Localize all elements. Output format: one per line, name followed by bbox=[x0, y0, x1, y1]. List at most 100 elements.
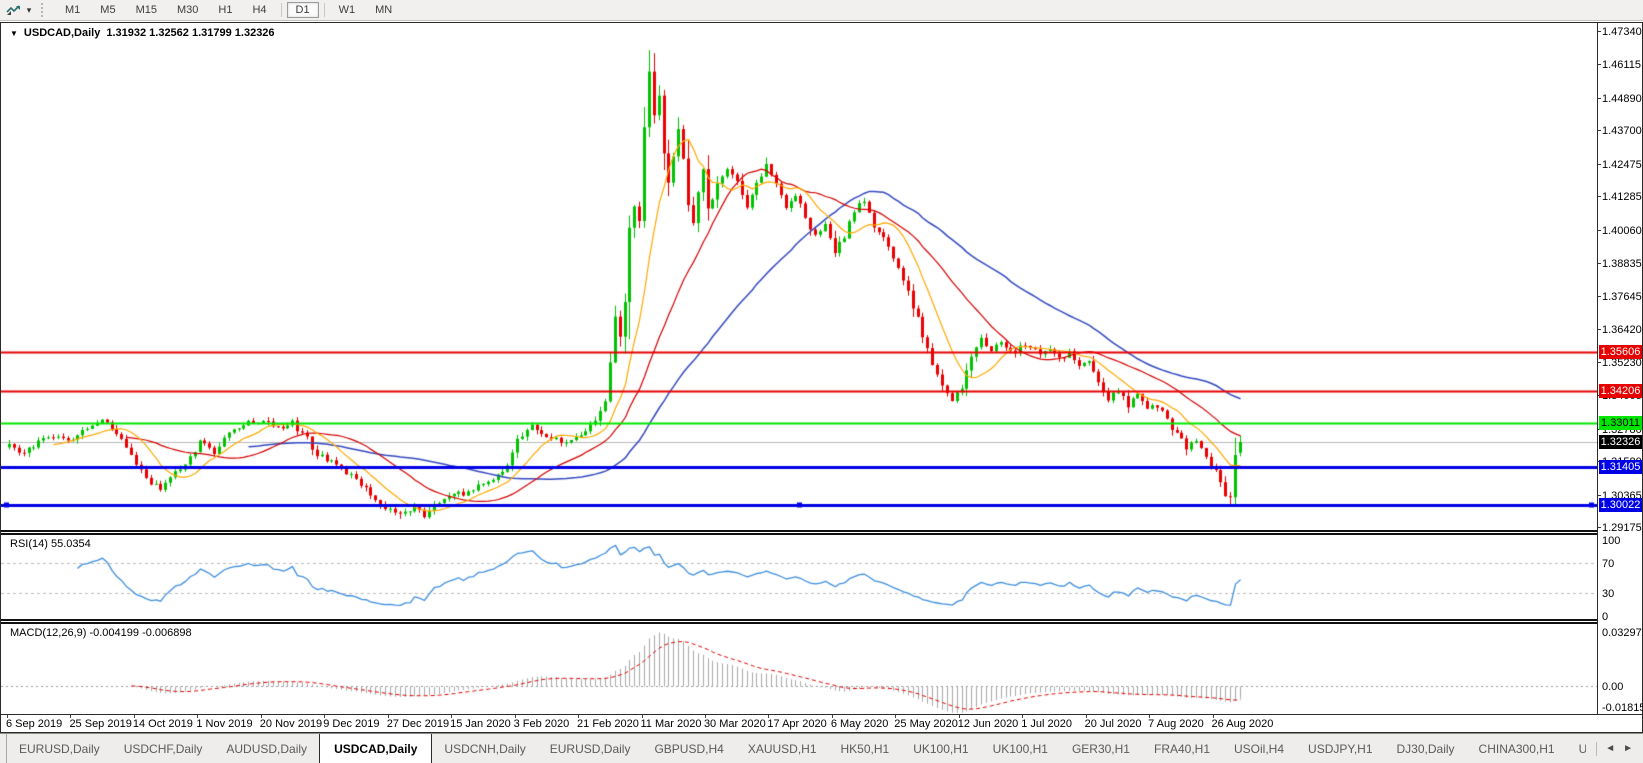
macd-axis-label: -0.018154 bbox=[1602, 702, 1643, 714]
time-label: 14 Oct 2019 bbox=[132, 718, 193, 730]
timeframe-separator bbox=[323, 3, 325, 17]
time-label: 3 Feb 2020 bbox=[513, 718, 570, 730]
time-tick bbox=[514, 715, 516, 718]
price-badge-1.31405: 1.31405 bbox=[1599, 460, 1642, 475]
time-tick bbox=[704, 715, 706, 718]
tab-audusd-daily[interactable]: AUDUSD,Daily bbox=[226, 741, 308, 756]
tab-xauusd-h1[interactable]: XAUUSD,H1 bbox=[747, 741, 817, 756]
price-tick-label: 1.36420 bbox=[1598, 324, 1642, 337]
price-tick-label: 1.43700 bbox=[1598, 125, 1642, 138]
time-tick bbox=[1085, 715, 1087, 718]
time-tick bbox=[768, 715, 770, 718]
rsi-pane: RSI(14) 55.0354 bbox=[1, 535, 1597, 619]
time-tick bbox=[451, 715, 453, 718]
price-badge-1.35606: 1.35606 bbox=[1599, 345, 1642, 360]
tab-dj30-daily[interactable]: DJ30,Daily bbox=[1396, 741, 1455, 756]
timeframe-m30-button[interactable]: M30 bbox=[176, 4, 199, 16]
price-tick-label: 1.41285 bbox=[1598, 191, 1642, 204]
price-chart-pane: ▼ USDCAD,Daily 1.31932 1.32562 1.31799 1… bbox=[1, 23, 1597, 530]
tab-gbpusd-h4[interactable]: GBPUSD,H4 bbox=[654, 741, 724, 756]
rsi-axis-label: 0 bbox=[1602, 611, 1609, 623]
macd-canvas[interactable] bbox=[1, 624, 1597, 714]
tab-ger30-h1[interactable]: GER30,H1 bbox=[1071, 741, 1130, 756]
toolbar-grip-handle[interactable] bbox=[41, 3, 47, 17]
price-badge-1.34206: 1.34206 bbox=[1599, 383, 1642, 398]
time-tick bbox=[133, 715, 135, 718]
time-tick bbox=[1022, 715, 1024, 718]
time-tick bbox=[895, 715, 897, 718]
timeframe-m15-button[interactable]: M15 bbox=[135, 4, 157, 16]
tab-scroll-right-icon[interactable]: ► bbox=[1623, 743, 1633, 754]
time-tick bbox=[197, 715, 199, 718]
tab-uk100-h1[interactable]: UK100,H1 bbox=[992, 741, 1048, 756]
tab-scroll-buttons: ◄ ► bbox=[1586, 734, 1643, 763]
chart-tab-bar: EURUSD,Daily USDCHF,Daily AUDUSD,Daily USDC… bbox=[0, 733, 1643, 763]
pane-splitter-rsi[interactable] bbox=[1, 530, 1642, 535]
price-tick-label: 1.35230 bbox=[1598, 356, 1642, 369]
time-tick bbox=[260, 715, 262, 718]
tab-separator bbox=[1596, 741, 1598, 756]
price-tick-label: 1.46115 bbox=[1598, 59, 1643, 71]
toolbar-dropdown-caret-icon[interactable]: ▾ bbox=[26, 4, 32, 15]
price-tick-label: 1.47340 bbox=[1598, 26, 1642, 38]
rsi-axis-label: 30 bbox=[1602, 588, 1615, 601]
time-tick bbox=[958, 715, 960, 718]
price-tick-label: 1.37645 bbox=[1598, 290, 1642, 303]
rsi-canvas[interactable] bbox=[1, 535, 1597, 619]
time-label: 30 Mar 2020 bbox=[703, 718, 766, 730]
price-tick-label: 1.42475 bbox=[1598, 158, 1642, 171]
tab-usdjpy-h1[interactable]: USDJPY,H1 bbox=[1308, 741, 1373, 756]
pane-splitter-macd[interactable] bbox=[1, 619, 1642, 624]
tab-usdcad-daily[interactable]: USDCAD,Daily bbox=[319, 734, 433, 763]
tab-usdchf-daily[interactable]: USDCHF,Daily bbox=[123, 741, 203, 756]
rsi-label: RSI(14) 55.0354 bbox=[10, 538, 91, 550]
tab-usdcnh-daily[interactable]: USDCNH,Daily bbox=[444, 741, 526, 756]
time-tick bbox=[578, 715, 580, 718]
chart-objects-icon[interactable] bbox=[3, 1, 23, 19]
tab-uk100-h1[interactable]: UK100,H1 bbox=[913, 741, 969, 756]
time-label: 7 Aug 2020 bbox=[1148, 718, 1204, 730]
tab-usoil-h4[interactable]: USOil,H4 bbox=[1234, 741, 1285, 756]
time-axis[interactable]: 6 Sep 2019 25 Sep 2019 14 Oct 2019 1 Nov 20… bbox=[1, 714, 1642, 732]
tab-fra40-h1[interactable]: FRA40,H1 bbox=[1153, 741, 1211, 756]
chart-title-ohlc: 1.31932 1.32562 1.31799 1.32326 bbox=[106, 27, 275, 39]
tab-scroll-left-icon[interactable]: ◄ bbox=[1605, 743, 1616, 754]
tab-strip: EURUSD,Daily USDCHF,Daily AUDUSD,Daily USDC… bbox=[7, 734, 1586, 763]
chart-title-symbol: USDCAD,Daily bbox=[23, 27, 101, 39]
rsi-axis-label: 70 bbox=[1602, 557, 1615, 570]
price-badge-1.33011: 1.33011 bbox=[1599, 416, 1642, 431]
time-label: 27 Dec 2019 bbox=[386, 718, 450, 730]
time-tick bbox=[7, 715, 8, 718]
price-tick-label: 1.29175 bbox=[1598, 521, 1642, 534]
price-tick-label: 1.44890 bbox=[1598, 92, 1642, 105]
timeframe-h4-button[interactable]: H4 bbox=[252, 4, 267, 16]
chart-window: ▼ USDCAD,Daily 1.31932 1.32562 1.31799 1… bbox=[0, 22, 1643, 733]
price-chart-canvas[interactable] bbox=[1, 23, 1597, 530]
time-tick bbox=[641, 715, 643, 718]
tab-usoil-h1[interactable]: USOil,H1 bbox=[1578, 741, 1587, 756]
timeframe-separator bbox=[280, 3, 282, 17]
time-label: 11 Mar 2020 bbox=[640, 718, 702, 730]
timeframe-m1-button[interactable]: M1 bbox=[65, 4, 81, 16]
timeframe-h1-button[interactable]: H1 bbox=[218, 4, 233, 16]
time-label: 12 Jun 2020 bbox=[957, 718, 1019, 730]
tab-eurusd-daily[interactable]: EURUSD,Daily bbox=[19, 741, 100, 756]
chart-title-caret-icon[interactable]: ▼ bbox=[10, 28, 18, 38]
timeframe-d1-button[interactable]: D1 bbox=[286, 2, 319, 18]
timeframe-w1-button[interactable]: W1 bbox=[338, 4, 356, 16]
time-tick bbox=[324, 715, 326, 718]
time-tick bbox=[1212, 715, 1214, 718]
tab-eurusd-daily[interactable]: EURUSD,Daily bbox=[549, 741, 631, 756]
timeframe-m5-button[interactable]: M5 bbox=[100, 4, 116, 16]
macd-axis-label: 0.032972 bbox=[1602, 627, 1643, 640]
price-tick-label: 1.40060 bbox=[1598, 224, 1642, 237]
time-tick bbox=[1149, 715, 1151, 718]
price-axis[interactable]: 1.47340 1.46115 1.44890 1.43700 1.42475 1.412… bbox=[1597, 23, 1643, 714]
timeframe-mn-button[interactable]: MN bbox=[375, 4, 393, 16]
time-label: 20 Jul 2020 bbox=[1084, 718, 1142, 730]
tab-hk50-h1[interactable]: HK50,H1 bbox=[840, 741, 890, 756]
time-label: 21 Feb 2020 bbox=[577, 718, 639, 730]
timeframe-button-group: M1 M5 M15 M30 H1 H4 D1 W1 MN bbox=[55, 0, 402, 20]
tab-china300-h1[interactable]: CHINA300,H1 bbox=[1478, 741, 1555, 756]
